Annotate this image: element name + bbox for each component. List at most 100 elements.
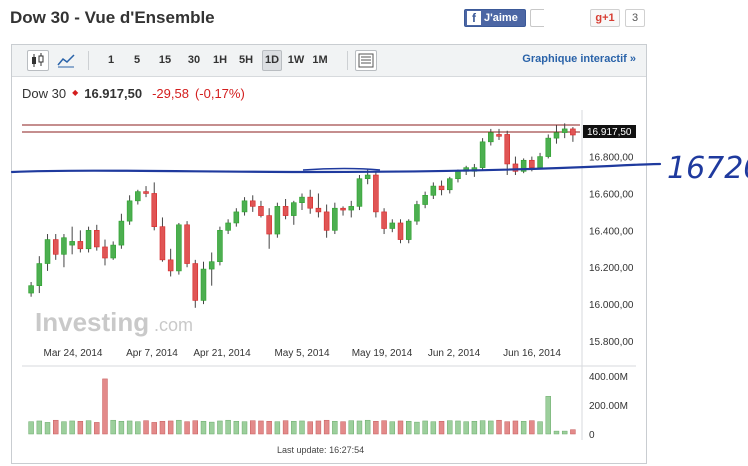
investing-watermark-suffix: .com [154, 315, 193, 335]
volume-bar [241, 421, 248, 435]
google-plus-count: 3 [625, 9, 645, 27]
volume-bar [430, 421, 437, 435]
interval-button-5h[interactable]: 5H [238, 54, 254, 66]
volume-bar [496, 419, 502, 435]
candle-body [217, 230, 223, 262]
interval-button-30[interactable]: 30 [187, 54, 201, 66]
candle-body [537, 156, 543, 168]
candle-body [282, 206, 289, 216]
volume-bar [537, 421, 543, 435]
candle-body [135, 191, 141, 202]
volume-bar [274, 421, 281, 435]
instrument-name: Dow 30 [22, 86, 67, 101]
volume-bar [438, 420, 445, 435]
candle-body [446, 178, 453, 191]
volume-bar [381, 420, 387, 435]
candlestick-chart-icon[interactable] [27, 50, 49, 71]
volume-tick-label: 200.00M [589, 401, 628, 412]
facebook-f-icon: f [467, 11, 481, 25]
interval-button-1[interactable]: 1 [107, 54, 115, 66]
interval-button-5[interactable]: 5 [133, 54, 141, 66]
volume-bar [208, 421, 215, 435]
volume-bar [36, 420, 43, 435]
facebook-like-count [530, 9, 544, 27]
volume-bar [200, 420, 207, 435]
line-chart-icon[interactable] [55, 50, 77, 71]
candle-body [520, 159, 527, 172]
candle-body [291, 202, 297, 216]
volume-bar [561, 430, 568, 435]
volume-bar [545, 396, 551, 435]
interval-button-1w[interactable]: 1W [287, 54, 305, 66]
candle-body [208, 261, 215, 270]
candle-body [258, 206, 264, 216]
candle-body [176, 224, 182, 272]
volume-bar [53, 419, 59, 435]
x-tick-label: Apr 21, 2014 [193, 348, 251, 359]
chart-panel: 1 5 15 30 1H 5H 1D 1W 1M Graphique interactif » … [11, 44, 647, 464]
volume-bar [348, 420, 354, 435]
volume-bar [356, 420, 363, 435]
candle-body [545, 137, 552, 157]
candle-body [373, 174, 379, 213]
candle-body [504, 134, 510, 165]
volume-bar [118, 420, 125, 435]
interval-button-15[interactable]: 15 [158, 54, 172, 66]
volume-bar [258, 420, 264, 435]
down-arrow-icon: ◆ [72, 88, 79, 97]
volume-bar [422, 420, 428, 435]
handwritten-stroke [302, 167, 381, 171]
candle-body [299, 196, 305, 203]
volume-bar [102, 378, 108, 435]
interval-button-1d[interactable]: 1D [262, 50, 282, 71]
volume-bar [414, 421, 420, 435]
candle-body [356, 178, 363, 207]
handwritten-support-line [10, 162, 662, 174]
volume-bar [389, 421, 396, 435]
interactive-chart-link[interactable]: Graphique interactif » [522, 53, 636, 65]
volume-bar [307, 421, 313, 435]
candle-body [307, 196, 313, 209]
candle-body [151, 193, 158, 227]
candle-body [455, 171, 461, 180]
candle-body [118, 220, 125, 246]
last-price: 16.917,50 [84, 86, 143, 101]
x-tick-label: May 5, 2014 [274, 348, 329, 359]
volume-bar [167, 420, 174, 435]
volume-bar [570, 429, 576, 435]
google-plus-button[interactable]: g+1 [590, 9, 620, 27]
volume-bar [61, 421, 67, 435]
candle-body [102, 246, 108, 259]
last-update-time: 16:27:54 [329, 445, 365, 455]
interval-button-1m[interactable]: 1M [312, 54, 328, 66]
y-tick-label: 15.800,00 [589, 337, 634, 348]
candle-body [110, 244, 116, 259]
last-update: Last update: 16:27:54 [277, 445, 364, 455]
candle-body [94, 230, 100, 248]
candle-body [364, 174, 371, 180]
volume-bar [126, 420, 133, 435]
chart-settings-icon[interactable] [355, 50, 377, 71]
candle-body [159, 226, 166, 261]
volume-bar [553, 430, 560, 435]
candle-body [570, 128, 576, 136]
candle-body [249, 200, 256, 207]
candle-body [332, 207, 338, 231]
candle-body [143, 191, 149, 194]
volume-bar [176, 419, 182, 435]
candle-body [77, 241, 84, 250]
y-tick-label: 16.200,00 [589, 263, 634, 274]
volume-bar [447, 420, 453, 435]
candle-body [233, 211, 240, 224]
interval-button-1h[interactable]: 1H [212, 54, 228, 66]
x-tick-label: May 19, 2014 [352, 348, 413, 359]
candle-body [348, 206, 355, 211]
last-update-label: Last update: [277, 445, 327, 455]
candle-body [241, 200, 248, 213]
facebook-like-button[interactable]: f J'aime [464, 9, 526, 27]
candle-body [36, 263, 43, 286]
candle-body [52, 239, 59, 255]
volume-bar [110, 419, 116, 435]
volume-bar [94, 422, 100, 435]
